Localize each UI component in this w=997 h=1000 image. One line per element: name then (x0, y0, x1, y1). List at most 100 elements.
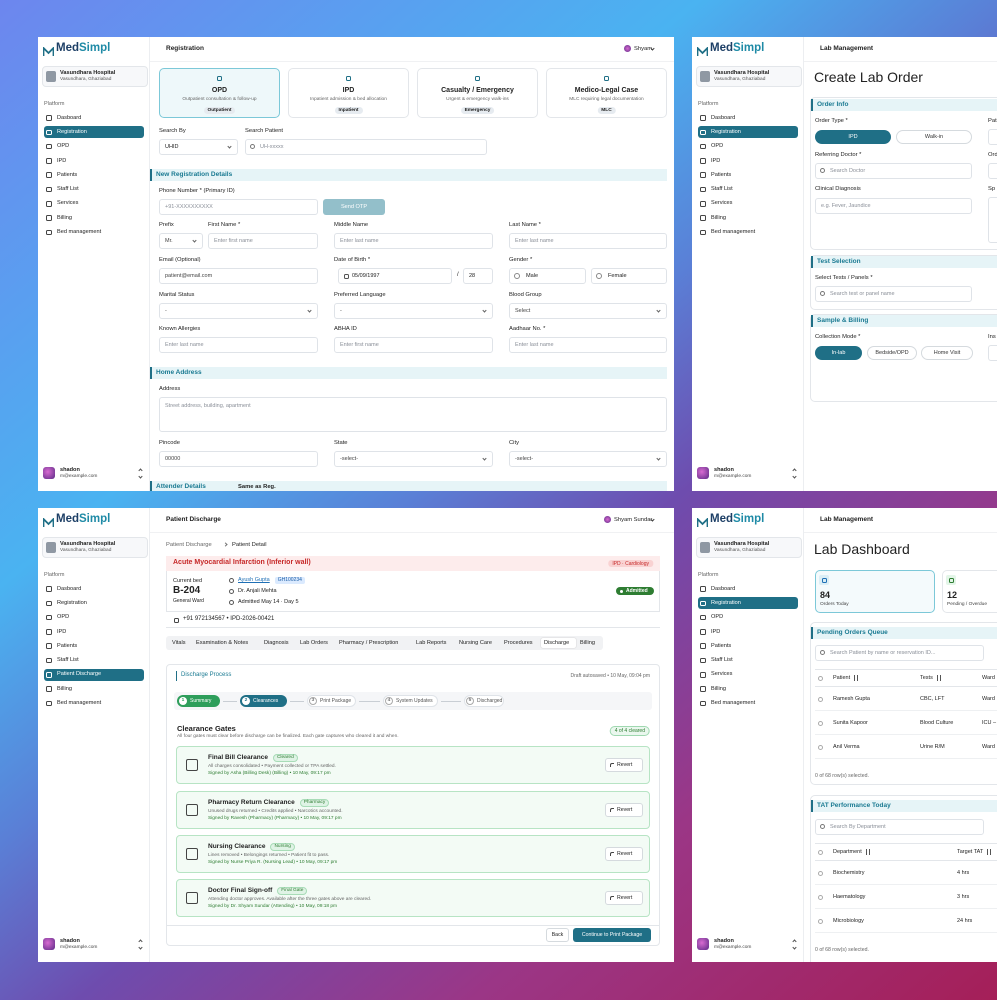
button[interactable] (605, 847, 643, 861)
nav-item[interactable]: Registration (711, 599, 741, 606)
nav-item[interactable]: IPD (711, 157, 721, 164)
input[interactable] (338, 268, 452, 284)
nav-item[interactable]: Dasboard (57, 585, 82, 592)
checkbox[interactable] (818, 894, 823, 900)
step[interactable] (307, 695, 356, 707)
tab[interactable]: Nursing Care (459, 639, 492, 646)
select[interactable] (509, 303, 667, 319)
input[interactable] (815, 286, 972, 302)
tab[interactable]: Procedures (504, 639, 533, 646)
nav-item[interactable]: Patients (57, 171, 78, 178)
nav-item[interactable]: IPD (57, 157, 67, 164)
button[interactable] (323, 199, 385, 215)
toggle-option[interactable] (896, 130, 972, 144)
input[interactable] (159, 199, 318, 215)
nav-item[interactable]: Services (57, 200, 79, 207)
input[interactable] (815, 198, 972, 214)
header-user[interactable]: Shyam (634, 45, 653, 52)
nav-item[interactable]: OPD (711, 143, 724, 150)
input[interactable] (334, 337, 493, 353)
tab[interactable]: Discharge (544, 639, 570, 646)
radio-option[interactable] (591, 268, 667, 284)
checkbox[interactable] (818, 918, 823, 924)
nav-item[interactable]: OPD (57, 614, 70, 621)
textarea[interactable] (159, 397, 667, 432)
select[interactable] (159, 303, 318, 319)
nav-item[interactable]: OPD (57, 143, 70, 150)
tab[interactable]: Vitals (172, 639, 186, 646)
nav-item[interactable]: Staff List (57, 186, 79, 193)
nav-item[interactable]: Dasboard (711, 114, 736, 121)
nav-item[interactable]: Patient Discharge (57, 671, 102, 678)
input[interactable] (815, 819, 984, 835)
header-user[interactable]: Shyam Sundar (614, 516, 653, 523)
select[interactable] (159, 139, 238, 155)
nav-item[interactable]: OPD (711, 614, 724, 621)
hospital-switcher[interactable] (696, 537, 802, 558)
checkbox[interactable] (818, 720, 823, 726)
step[interactable] (383, 695, 438, 707)
tab[interactable]: Lab Orders (300, 639, 328, 646)
select[interactable] (334, 303, 493, 319)
nav-item[interactable]: Staff List (711, 657, 733, 664)
tab[interactable]: Examination & Notes (196, 639, 249, 646)
hospital-switcher[interactable] (42, 537, 148, 558)
button[interactable] (546, 928, 569, 942)
input[interactable] (509, 233, 667, 249)
step[interactable] (240, 695, 287, 707)
nav-item[interactable]: Registration (57, 128, 87, 135)
tab[interactable]: Diagnosis (264, 639, 289, 646)
tab[interactable]: Billing (580, 639, 595, 646)
button[interactable] (605, 803, 643, 817)
tab[interactable]: Pharmacy / Prescription (339, 639, 399, 646)
tab[interactable]: Lab Reports (416, 639, 447, 646)
column-header[interactable]: Department (833, 848, 862, 855)
nav-item[interactable]: Bed management (57, 700, 102, 707)
nav-item[interactable]: Dasboard (711, 585, 736, 592)
button[interactable] (605, 758, 643, 772)
toggle-option[interactable] (815, 130, 891, 144)
input[interactable] (159, 268, 318, 284)
nav-item[interactable]: Registration (57, 599, 87, 606)
nav-item[interactable]: IPD (711, 628, 721, 635)
column-header[interactable]: Tests (920, 674, 933, 681)
toggle-option[interactable] (921, 346, 973, 360)
input[interactable] (208, 233, 318, 249)
nav-item[interactable]: Billing (57, 214, 72, 221)
nav-item[interactable]: Billing (711, 685, 726, 692)
input[interactable] (334, 233, 493, 249)
nav-item[interactable]: Patients (57, 642, 78, 649)
nav-item[interactable]: Bed management (57, 229, 102, 236)
nav-item[interactable]: Billing (57, 685, 72, 692)
input[interactable] (815, 645, 984, 661)
step[interactable] (464, 695, 504, 707)
nav-item[interactable]: Services (711, 671, 733, 678)
checkbox[interactable] (818, 870, 823, 876)
column-header[interactable]: Ward (982, 674, 995, 681)
input[interactable] (509, 337, 667, 353)
column-header[interactable]: Target TAT (957, 848, 984, 855)
nav-item[interactable]: Bed management (711, 700, 756, 707)
nav-item[interactable]: Staff List (711, 186, 733, 193)
nav-item[interactable]: Dasboard (57, 114, 82, 121)
hospital-switcher[interactable] (42, 66, 148, 87)
radio-option[interactable] (509, 268, 586, 284)
input[interactable] (159, 337, 318, 353)
hospital-switcher[interactable] (696, 66, 802, 87)
toggle-option[interactable] (867, 346, 917, 360)
step[interactable] (177, 695, 220, 707)
column-header[interactable]: Patient (833, 674, 851, 681)
nav-item[interactable]: Patients (711, 171, 732, 178)
nav-item[interactable]: Bed management (711, 229, 756, 236)
select[interactable] (509, 451, 667, 467)
nav-item[interactable]: Staff List (57, 657, 79, 664)
select[interactable] (159, 233, 203, 249)
input[interactable] (245, 139, 487, 155)
button[interactable] (605, 891, 643, 905)
select[interactable] (334, 451, 493, 467)
nav-item[interactable]: Services (711, 200, 733, 207)
button[interactable] (573, 928, 651, 942)
input[interactable] (815, 163, 972, 179)
checkbox[interactable] (818, 744, 823, 750)
toggle-option[interactable] (815, 346, 862, 360)
